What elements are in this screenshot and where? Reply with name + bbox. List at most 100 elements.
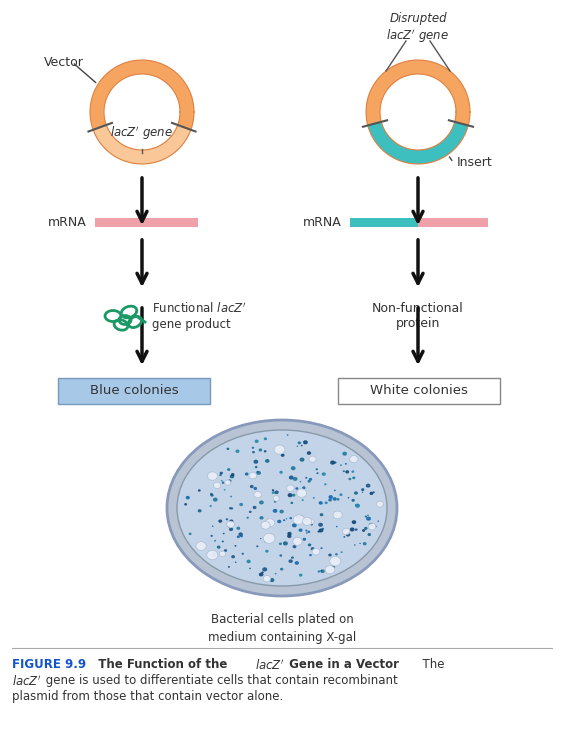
Ellipse shape <box>320 514 323 516</box>
Ellipse shape <box>177 430 387 586</box>
Ellipse shape <box>235 545 236 547</box>
Ellipse shape <box>349 478 351 480</box>
Ellipse shape <box>296 487 298 490</box>
Ellipse shape <box>246 559 251 563</box>
Ellipse shape <box>277 519 281 523</box>
Ellipse shape <box>252 451 255 453</box>
Ellipse shape <box>235 450 240 453</box>
Ellipse shape <box>230 474 234 479</box>
Ellipse shape <box>343 530 345 531</box>
Ellipse shape <box>320 569 325 573</box>
Ellipse shape <box>167 420 397 596</box>
Ellipse shape <box>318 522 323 527</box>
Ellipse shape <box>275 491 279 494</box>
Ellipse shape <box>368 523 376 530</box>
Ellipse shape <box>265 459 270 463</box>
Ellipse shape <box>217 545 221 548</box>
Ellipse shape <box>239 532 243 536</box>
Ellipse shape <box>261 571 264 574</box>
Ellipse shape <box>255 466 258 468</box>
Ellipse shape <box>367 514 369 516</box>
Ellipse shape <box>207 551 218 559</box>
Ellipse shape <box>319 501 323 505</box>
Ellipse shape <box>321 528 324 530</box>
Text: mRNA: mRNA <box>49 216 87 228</box>
Ellipse shape <box>302 517 312 525</box>
Ellipse shape <box>293 477 298 481</box>
Ellipse shape <box>335 554 338 556</box>
Ellipse shape <box>283 541 288 545</box>
Ellipse shape <box>213 497 218 502</box>
Ellipse shape <box>316 468 318 471</box>
Ellipse shape <box>210 493 213 495</box>
Ellipse shape <box>227 448 230 450</box>
Ellipse shape <box>259 500 264 505</box>
Ellipse shape <box>231 473 235 476</box>
Ellipse shape <box>306 532 308 534</box>
Ellipse shape <box>362 529 365 532</box>
Ellipse shape <box>305 530 307 531</box>
Ellipse shape <box>241 553 244 555</box>
Ellipse shape <box>221 480 223 482</box>
Ellipse shape <box>355 504 359 507</box>
Ellipse shape <box>196 542 206 551</box>
Ellipse shape <box>318 531 320 533</box>
Bar <box>95 218 198 227</box>
Ellipse shape <box>342 452 347 456</box>
Ellipse shape <box>222 540 224 542</box>
Text: $lacZ'$: $lacZ'$ <box>255 658 285 673</box>
Ellipse shape <box>293 515 305 525</box>
Ellipse shape <box>299 574 302 576</box>
Ellipse shape <box>329 556 341 566</box>
Text: Gene in a Vector: Gene in a Vector <box>285 658 399 671</box>
Ellipse shape <box>333 511 342 519</box>
Ellipse shape <box>273 509 277 513</box>
Polygon shape <box>93 125 191 164</box>
Ellipse shape <box>186 496 190 499</box>
Ellipse shape <box>281 453 284 457</box>
Ellipse shape <box>239 503 243 506</box>
Ellipse shape <box>274 501 276 502</box>
Ellipse shape <box>260 538 262 539</box>
Ellipse shape <box>305 477 307 479</box>
Ellipse shape <box>352 476 355 479</box>
Ellipse shape <box>287 532 292 536</box>
FancyBboxPatch shape <box>58 378 210 404</box>
Text: $lacZ'$ gene: $lacZ'$ gene <box>111 124 174 142</box>
Ellipse shape <box>303 440 308 445</box>
Ellipse shape <box>288 559 293 563</box>
Ellipse shape <box>301 445 303 446</box>
Ellipse shape <box>245 473 249 476</box>
Ellipse shape <box>297 445 298 447</box>
Ellipse shape <box>254 491 262 498</box>
Ellipse shape <box>302 486 306 489</box>
Ellipse shape <box>328 554 332 556</box>
Ellipse shape <box>210 494 214 496</box>
Ellipse shape <box>287 434 288 436</box>
Ellipse shape <box>368 533 371 536</box>
Ellipse shape <box>333 497 337 501</box>
Ellipse shape <box>298 442 301 445</box>
Ellipse shape <box>209 505 212 507</box>
Ellipse shape <box>270 578 275 582</box>
Text: Insert: Insert <box>457 156 492 169</box>
Ellipse shape <box>289 476 294 479</box>
Ellipse shape <box>334 490 336 491</box>
Ellipse shape <box>287 534 292 538</box>
Ellipse shape <box>212 525 213 527</box>
Ellipse shape <box>184 503 187 505</box>
Ellipse shape <box>259 516 263 519</box>
Ellipse shape <box>297 489 307 497</box>
Text: plasmid from those that contain vector alone.: plasmid from those that contain vector a… <box>12 690 283 703</box>
Ellipse shape <box>198 489 201 492</box>
Ellipse shape <box>291 556 294 559</box>
Ellipse shape <box>342 528 350 534</box>
Ellipse shape <box>366 516 371 521</box>
Text: Disrupted
$lacZ'$ gene: Disrupted $lacZ'$ gene <box>386 12 450 45</box>
Ellipse shape <box>316 472 319 474</box>
Ellipse shape <box>224 480 231 485</box>
Ellipse shape <box>227 525 231 528</box>
Ellipse shape <box>308 519 314 524</box>
Ellipse shape <box>280 568 283 571</box>
Ellipse shape <box>363 542 367 545</box>
